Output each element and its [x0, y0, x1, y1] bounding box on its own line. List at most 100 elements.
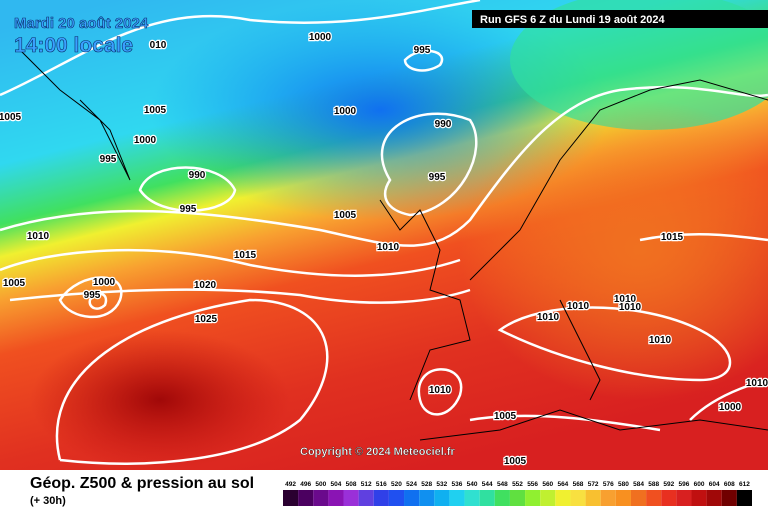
legend-swatch: [600, 490, 616, 506]
legend-swatch: [646, 490, 662, 506]
legend-level: 524: [406, 481, 417, 488]
isobar-label: 995: [84, 290, 101, 301]
legend-swatch: [706, 490, 722, 506]
legend-level: 516: [376, 481, 387, 488]
legend-swatch: [464, 490, 480, 506]
isobar-label: 995: [414, 45, 431, 56]
isobar-label: 1025: [195, 314, 218, 325]
legend-swatch: [343, 490, 359, 506]
isobar-label: 995: [180, 204, 197, 215]
legend-swatch: [736, 490, 752, 506]
coastlines: [19, 49, 768, 441]
color-legend: 492 496 500 504 508 512 516 520 524 528 532 536 540 5…: [283, 481, 752, 506]
isobar-label: 1015: [661, 232, 684, 243]
legend-swatch: [721, 490, 737, 506]
legend-level: 576: [603, 481, 614, 488]
legend-swatch: [585, 490, 601, 506]
legend-level: 564: [557, 481, 568, 488]
isobar-label: 1000: [93, 277, 116, 288]
legend-level: 560: [542, 481, 553, 488]
high-area: [30, 330, 290, 470]
legend-level: 580: [618, 481, 629, 488]
legend-swatch: [661, 490, 677, 506]
isobar-label: 1005: [494, 411, 517, 422]
isobar-label: 990: [189, 170, 206, 181]
isobar-label: 995: [429, 172, 446, 183]
legend-level: 612: [739, 481, 750, 488]
legend-level: 536: [452, 481, 463, 488]
legend-level: 548: [497, 481, 508, 488]
legend-level: 508: [346, 481, 357, 488]
isobar-labels: 1000 995 010 1005 1005 1000 990 1000 995 990 995 99…: [0, 31, 768, 469]
isobar-label: 1015: [234, 250, 257, 261]
legend-level: 584: [633, 481, 644, 488]
isobar-label: 1005: [504, 456, 527, 467]
legend-level: 572: [588, 481, 599, 488]
isobar-label: 1010: [377, 242, 400, 253]
legend-level: 600: [694, 481, 705, 488]
run-text: Run GFS 6 Z du Lundi 19 août 2024: [480, 14, 665, 26]
legend-swatch: [388, 490, 405, 506]
legend-swatch: [313, 490, 329, 506]
legend-level: 568: [573, 481, 584, 488]
footer-lead: (+ 30h): [30, 495, 66, 507]
isobar-label: 1000: [309, 32, 332, 43]
legend-swatch: [676, 490, 692, 506]
isobar-label: 1010: [614, 294, 637, 305]
legend-level: 608: [724, 481, 735, 488]
isobar-label: 1005: [334, 210, 357, 221]
legend-swatch: [509, 490, 526, 506]
legend-level: 528: [421, 481, 432, 488]
legend-swatch: [358, 490, 374, 506]
legend-swatch: [404, 490, 420, 506]
legend-level: 496: [300, 481, 311, 488]
legend-swatch: [615, 490, 631, 506]
isobar-label: 1010: [746, 378, 768, 389]
isobar-label: 990: [435, 119, 452, 130]
isobar-label: 1010: [649, 335, 672, 346]
legend-swatch: [419, 490, 435, 506]
isobar-label: 1010: [429, 385, 452, 396]
legend-swatch: [449, 490, 465, 506]
legend-swatch: [630, 490, 647, 506]
legend-swatch: [555, 490, 571, 506]
legend-level: 540: [467, 481, 478, 488]
isobar-label: 1000: [134, 135, 157, 146]
isobar-label: 1020: [194, 280, 217, 291]
run-banner: [472, 10, 768, 28]
isobar-label: 1005: [0, 112, 22, 123]
isobar-label: 1010: [567, 301, 590, 312]
legend-level: 520: [391, 481, 402, 488]
isobar-label: 010: [150, 40, 167, 51]
isobar-label: 1005: [144, 105, 167, 116]
legend-swatch: [525, 490, 541, 506]
isobar-label: 1000: [719, 402, 742, 413]
legend-level: 492: [285, 481, 296, 488]
legend-level: 556: [527, 481, 538, 488]
isobar-label: 1010: [619, 302, 642, 313]
legend-level: 604: [709, 481, 720, 488]
isobar-label: 1010: [27, 231, 50, 242]
legend-level: 552: [512, 481, 523, 488]
legend-swatch: [540, 490, 556, 506]
legend-swatch: [283, 490, 299, 506]
isobar-label: 1005: [3, 278, 26, 289]
isobar-label: 1000: [334, 106, 357, 117]
legend-level: 592: [663, 481, 674, 488]
time: 14:00 locale: [14, 34, 133, 57]
copyright: Copyright © 2024 Meteociel.fr: [300, 446, 456, 458]
date: Mardi 20 août 2024: [14, 15, 149, 32]
legend-swatch: [494, 490, 510, 506]
legend-swatch: [570, 490, 586, 506]
footer-title: Géop. Z500 & pression au sol: [30, 475, 254, 492]
north-area: [510, 0, 768, 130]
legend-swatch: [298, 490, 314, 506]
legend-level: 500: [315, 481, 326, 488]
legend-swatch: [328, 490, 344, 506]
legend-swatch: [373, 490, 389, 506]
legend-level: 504: [331, 481, 342, 488]
legend-level: 544: [482, 481, 493, 488]
legend-swatch: [434, 490, 450, 506]
legend-level: 512: [361, 481, 372, 488]
isobar-label: 995: [100, 154, 117, 165]
